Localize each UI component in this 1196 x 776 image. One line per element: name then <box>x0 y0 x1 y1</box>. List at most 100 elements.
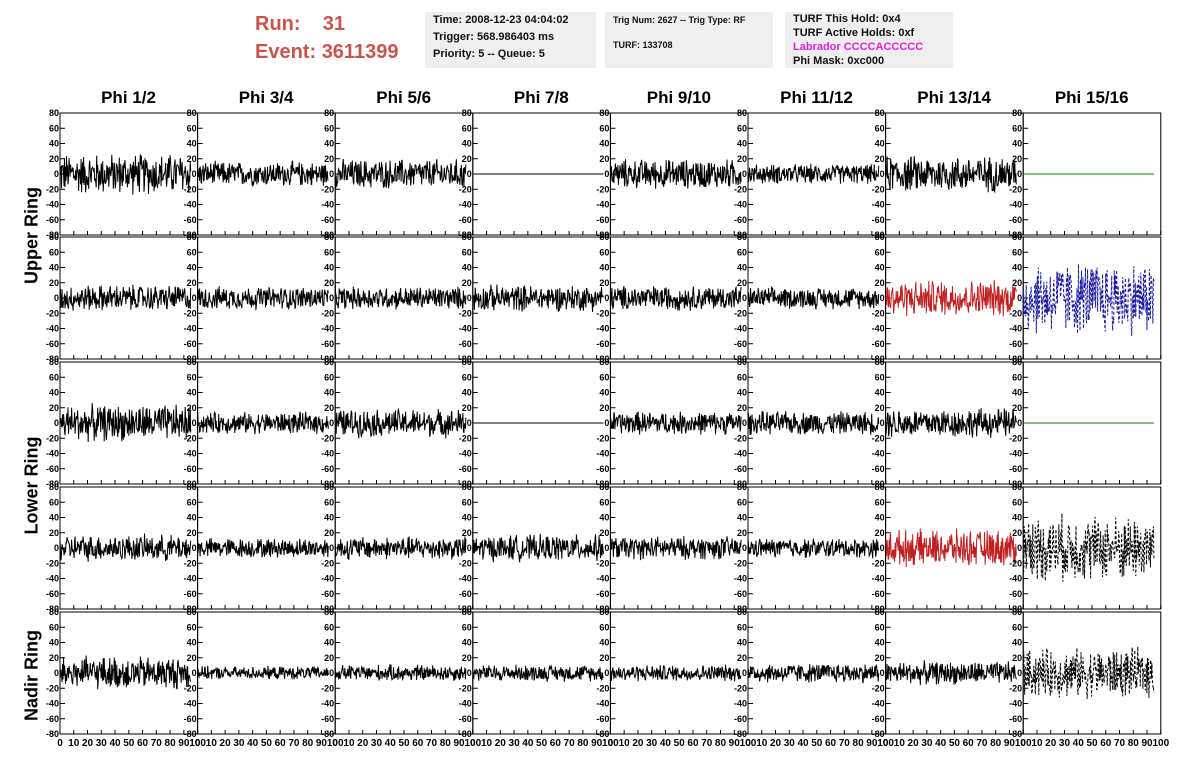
y-tick-label: 60 <box>737 123 747 133</box>
x-tick-label: 0 <box>57 738 63 749</box>
y-tick-label: 80 <box>462 607 472 617</box>
y-tick-label: 20 <box>462 403 472 413</box>
y-tick-label: 60 <box>324 372 334 382</box>
y-tick-label: 40 <box>1012 388 1022 398</box>
waveform-line <box>609 159 742 189</box>
y-tick-label: 60 <box>49 622 59 632</box>
y-tick-label: 20 <box>187 154 197 164</box>
y-tick-label: -60 <box>321 339 334 349</box>
waveform-line <box>59 403 192 443</box>
y-tick-label: -80 <box>321 729 334 739</box>
y-tick-label: 20 <box>1012 403 1022 413</box>
y-tick-label: -80 <box>459 729 472 739</box>
waveform-line <box>885 408 1017 438</box>
y-tick-label: 60 <box>462 372 472 382</box>
y-tick-label: 80 <box>599 232 609 242</box>
y-tick-label: -80 <box>734 729 747 739</box>
column-title: Phi 15/16 <box>1054 88 1129 107</box>
x-tick-label: 80 <box>853 738 865 749</box>
priority-text: Priority: 5 -- Queue: 5 <box>433 48 545 60</box>
y-tick-label: -80 <box>459 230 472 240</box>
y-tick-label: 20 <box>49 278 59 288</box>
y-tick-label: -20 <box>459 433 472 443</box>
waveform-line <box>334 407 467 439</box>
y-tick-label: -60 <box>46 339 59 349</box>
waveform-line <box>747 538 880 559</box>
x-tick-label: 10 <box>894 738 906 749</box>
x-tick-label: 50 <box>1086 738 1098 749</box>
y-tick-label: 0 <box>742 169 747 179</box>
y-tick-label: 80 <box>599 607 609 617</box>
phi-mask-text: Phi Mask: 0xc000 <box>793 55 885 67</box>
y-tick-label: -40 <box>1009 699 1022 709</box>
waveform-line <box>1022 264 1155 337</box>
y-tick-label: 40 <box>1012 263 1022 273</box>
y-tick-label: 20 <box>737 154 747 164</box>
y-tick-label: 80 <box>324 108 334 118</box>
x-tick-label: 100 <box>602 738 619 749</box>
x-tick-label: 10 <box>619 738 631 749</box>
x-tick-label: 90 <box>591 738 603 749</box>
y-tick-label: 40 <box>737 638 747 648</box>
y-tick-label: -40 <box>1009 574 1022 584</box>
y-tick-label: -60 <box>734 589 747 599</box>
y-tick-label: -60 <box>1009 464 1022 474</box>
event-value: 3611399 <box>321 41 399 63</box>
y-tick-label: 40 <box>599 638 609 648</box>
y-tick-label: 80 <box>1012 232 1022 242</box>
x-tick-label: 100 <box>877 738 894 749</box>
waveform-line <box>747 286 880 310</box>
y-tick-label: 0 <box>604 543 609 553</box>
y-tick-label: 20 <box>462 278 472 288</box>
y-tick-label: -40 <box>734 574 747 584</box>
y-tick-label: 40 <box>187 513 197 523</box>
y-tick-label: 60 <box>187 123 197 133</box>
y-tick-label: 60 <box>599 622 609 632</box>
waveform-line <box>747 411 880 436</box>
event-label: Event: <box>255 41 317 63</box>
waveform-line <box>334 663 467 682</box>
y-tick-label: 60 <box>462 247 472 257</box>
y-tick-label: 0 <box>467 543 472 553</box>
x-tick-label: 20 <box>1045 738 1057 749</box>
y-tick-label: -40 <box>184 449 197 459</box>
x-tick-label: 50 <box>949 738 961 749</box>
labrador-text: Labrador CCCCACCCCC <box>793 41 924 53</box>
y-tick-label: 20 <box>599 528 609 538</box>
y-tick-label: 0 <box>329 668 334 678</box>
y-tick-label: 20 <box>462 528 472 538</box>
y-tick-label: 80 <box>324 232 334 242</box>
y-tick-label: 60 <box>187 247 197 257</box>
y-tick-label: -20 <box>1009 433 1022 443</box>
y-tick-label: 60 <box>875 372 885 382</box>
run-value: 31 <box>322 13 346 35</box>
y-tick-label: -60 <box>872 589 885 599</box>
waveform-line <box>197 410 329 435</box>
y-tick-label: 0 <box>604 293 609 303</box>
y-tick-label: -40 <box>734 324 747 334</box>
x-tick-label: 50 <box>674 738 686 749</box>
x-tick-label: 10 <box>756 738 768 749</box>
y-tick-label: -80 <box>321 479 334 489</box>
y-tick-label: -80 <box>734 604 747 614</box>
y-tick-label: 20 <box>737 403 747 413</box>
waveform-line <box>334 285 467 310</box>
x-tick-label: 20 <box>82 738 94 749</box>
y-tick-label: 80 <box>737 357 747 367</box>
y-tick-label: 20 <box>599 403 609 413</box>
x-tick-label: 10 <box>206 738 218 749</box>
y-tick-label: 80 <box>324 607 334 617</box>
run-label: Run: <box>255 13 301 35</box>
y-tick-label: 20 <box>187 278 197 288</box>
y-tick-label: -20 <box>321 184 334 194</box>
x-tick-label: 100 <box>1015 738 1032 749</box>
y-tick-label: -80 <box>596 604 609 614</box>
y-tick-label: 40 <box>462 513 472 523</box>
y-tick-label: 80 <box>1012 482 1022 492</box>
y-tick-label: 20 <box>49 403 59 413</box>
y-tick-label: -40 <box>321 449 334 459</box>
y-tick-label: 80 <box>462 482 472 492</box>
y-tick-label: 60 <box>1012 622 1022 632</box>
y-tick-label: 60 <box>49 123 59 133</box>
x-tick-label: 90 <box>729 738 741 749</box>
